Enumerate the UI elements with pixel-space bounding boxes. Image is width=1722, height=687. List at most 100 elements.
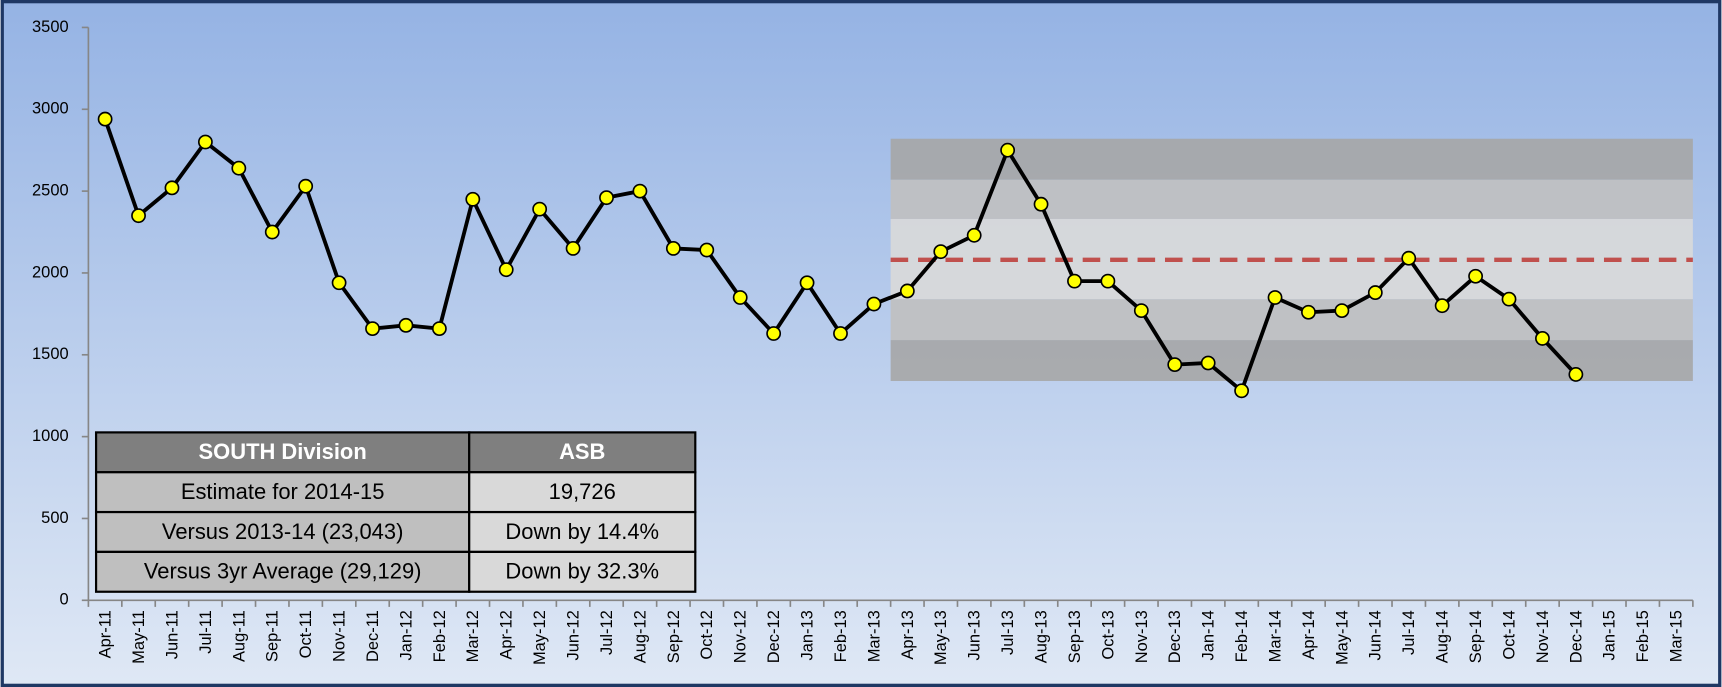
- data-point: [1468, 268, 1483, 284]
- x-tick-label: Mar-15: [1668, 610, 1686, 662]
- table-cell-text: Down by 32.3%: [505, 559, 659, 584]
- x-tick-label: Jul-11: [197, 610, 215, 654]
- data-point: [431, 321, 447, 337]
- data-point: [1401, 250, 1417, 266]
- data-point: [866, 296, 882, 312]
- data-point: [599, 190, 614, 206]
- x-tick-label: Feb-15: [1634, 610, 1652, 662]
- y-tick-label: 1000: [32, 427, 69, 445]
- x-tick-label: Apr-14: [1300, 610, 1318, 659]
- x-tick-label: Mar-12: [464, 610, 482, 662]
- data-point: [732, 290, 748, 305]
- table-cell: [468, 550, 697, 593]
- data-point: [1501, 291, 1517, 307]
- data-point: [1334, 303, 1350, 319]
- x-tick-label: May-14: [1333, 610, 1351, 665]
- data-point: [899, 283, 915, 299]
- table-header-cell: [468, 431, 697, 474]
- x-tick-label: Aug-11: [230, 610, 248, 662]
- data-point: [97, 111, 113, 127]
- x-tick-label: Mar-14: [1266, 610, 1284, 662]
- x-tick-label: Jun-11: [163, 610, 181, 659]
- x-tick-label: Dec-11: [364, 610, 382, 662]
- data-point: [1067, 273, 1082, 289]
- data-point: [264, 224, 280, 240]
- x-tick-label: Aug-14: [1434, 610, 1452, 663]
- bands: [890, 138, 1693, 381]
- data-point: [1234, 383, 1250, 399]
- x-tick-label: Nov-14: [1534, 610, 1552, 663]
- data-point: [665, 240, 681, 256]
- data-point: [966, 227, 982, 243]
- data-point: [532, 201, 548, 217]
- data-point: [131, 208, 146, 224]
- table-header-text: ASB: [559, 439, 605, 464]
- y-tick-label: 3500: [32, 18, 69, 36]
- summary-table: SOUTH Division ASB Estimate for 2014-15 19,…: [94, 431, 697, 593]
- x-tick-label: Nov-11: [331, 610, 349, 662]
- control-band: [890, 138, 1693, 180]
- x-tick-label: May-13: [932, 610, 950, 665]
- data-point: [1434, 298, 1450, 314]
- data-point: [1535, 331, 1550, 346]
- table-cell-text: Down by 14.4%: [505, 519, 659, 544]
- data-point: [1200, 355, 1216, 371]
- data-point: [231, 160, 247, 176]
- data-point: [632, 183, 648, 199]
- x-tick-label: Jan-12: [397, 610, 415, 660]
- data-point: [1133, 303, 1149, 319]
- x-tick-label: Jan-15: [1601, 610, 1619, 660]
- table-cell-text: Versus 2013-14 (23,043): [162, 519, 403, 544]
- x-tick-label: Apr-11: [97, 610, 115, 658]
- data-point: [799, 275, 815, 291]
- data-point: [766, 326, 782, 341]
- x-tick-label: Dec-13: [1166, 610, 1184, 663]
- table-cell: [468, 471, 697, 514]
- x-tick-label: Apr-12: [498, 610, 516, 659]
- table-cell: [468, 510, 697, 554]
- data-point: [1301, 304, 1316, 320]
- x-tick-label: Jan-13: [799, 610, 817, 660]
- data: [97, 111, 1584, 399]
- x-tick-label: May-11: [130, 610, 148, 664]
- x-tick-label: Jan-14: [1200, 610, 1218, 660]
- data-point: [465, 191, 481, 207]
- x-tick-label: Oct-14: [1500, 610, 1518, 659]
- data-point: [1000, 142, 1016, 158]
- x-tick-label: Oct-13: [1099, 610, 1117, 659]
- x-tick-label: Sep-11: [264, 610, 282, 662]
- y-tick-label: 2500: [32, 181, 69, 199]
- x-tick-label: Oct-12: [698, 610, 716, 659]
- x-tick-label: Feb-12: [431, 610, 449, 662]
- axes: 0 500 1000 1500 2000 2500 3000 3500 Apr-11 May-11…: [32, 18, 1694, 665]
- control-band: [890, 179, 1693, 219]
- x-tick-label: Jul-13: [999, 610, 1017, 655]
- data-point: [197, 134, 213, 150]
- x-tick-label: Nov-12: [732, 610, 750, 663]
- data-point: [498, 262, 514, 278]
- table-cell-text: Estimate for 2014-15: [181, 479, 385, 504]
- x-tick-label: Dec-14: [1567, 610, 1585, 663]
- x-tick-label: Jun-12: [565, 610, 583, 660]
- control-band: [890, 340, 1693, 381]
- x-tick-label: Sep-13: [1066, 610, 1084, 663]
- data-point: [365, 321, 380, 337]
- data-point: [699, 242, 715, 258]
- data-point: [398, 317, 414, 333]
- y-tick-label: 3000: [32, 100, 69, 118]
- x-tick-label: Oct-11: [297, 610, 315, 658]
- y-tick-label: 2000: [32, 263, 69, 281]
- data-point: [565, 240, 581, 256]
- y-tick-label: 0: [59, 591, 68, 609]
- x-tick-label: Jun-14: [1367, 610, 1385, 660]
- y-tick-label: 500: [41, 509, 68, 527]
- data-point: [1167, 357, 1183, 373]
- data-point: [331, 275, 347, 291]
- table-cell-text: 19,726: [549, 479, 616, 504]
- data-point: [833, 326, 848, 341]
- table-header-text: SOUTH Division: [199, 439, 367, 464]
- data-point: [933, 244, 949, 260]
- table-cell: [94, 471, 471, 514]
- x-tick-label: Sep-12: [665, 610, 683, 663]
